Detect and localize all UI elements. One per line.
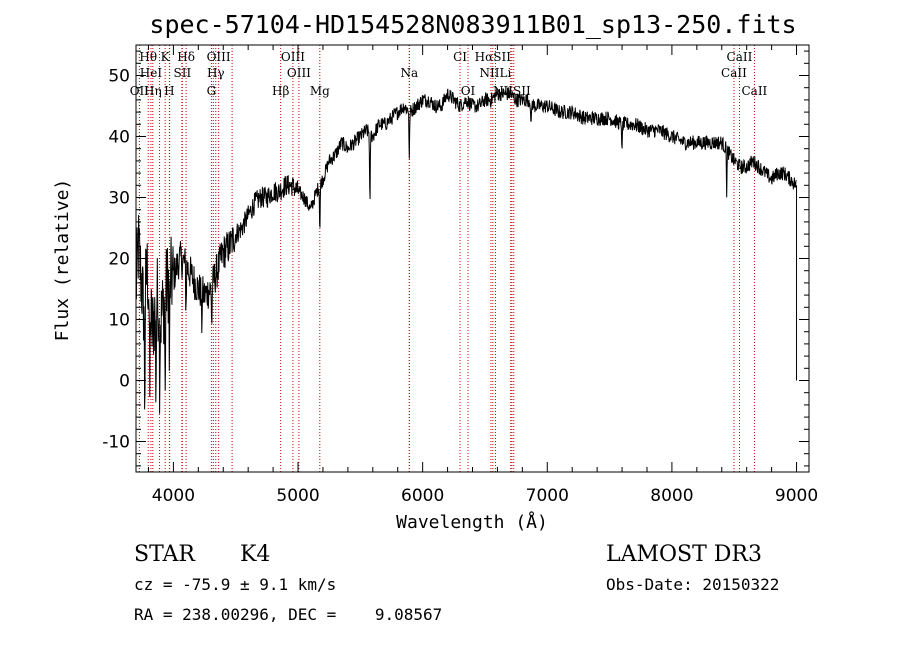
spectral-line-label: Hη — [144, 84, 162, 98]
spectral-line-label: Hθ — [139, 50, 157, 64]
spectral-line-label: OIII — [207, 50, 231, 64]
spectral-line-label: OIII — [287, 66, 311, 80]
spectral-line-label: OIII — [281, 50, 305, 64]
spectral-line-label: Hβ — [272, 84, 289, 98]
spectral-line-markers — [138, 45, 755, 472]
x-tick-label: 7000 — [526, 486, 569, 506]
spectral-line-label: OII — [130, 84, 150, 98]
spectral-line-label: CaII — [727, 50, 753, 64]
x-tick-label: 6000 — [401, 486, 444, 506]
spectral-line-label: NIISII — [493, 84, 531, 98]
spectral-line-label: Hγ — [207, 66, 225, 80]
spectral-line-label: CaII — [721, 66, 747, 80]
spectral-line-label: SII — [174, 66, 192, 80]
spectral-line-label: CI — [453, 50, 467, 64]
spectral-line-label: H — [164, 84, 174, 98]
spectral-line-label: Na — [400, 66, 418, 80]
x-axis-label: Wavelength (Å) — [396, 511, 548, 533]
spectral-line-label: CaII — [741, 84, 767, 98]
spectral-line-label: G — [207, 84, 217, 98]
spectrum-series — [135, 87, 798, 414]
spectral-line-label: NIILi — [480, 66, 512, 80]
y-tick-label: 40 — [108, 128, 130, 148]
info-panel: STAR K4 LAMOST DR3 cz = -75.9 ± 9.1 km/s… — [134, 542, 779, 624]
y-tick-label: 20 — [108, 250, 130, 270]
spectral-line-label: HαSII — [475, 50, 512, 64]
y-axis-label: Flux (relative) — [52, 179, 73, 342]
object-class: STAR — [134, 542, 196, 567]
y-tick-label: -10 — [102, 433, 130, 453]
y-tick-label: 30 — [108, 189, 130, 209]
spectrum-line — [135, 87, 797, 414]
plot-frame — [135, 44, 810, 473]
redshift-cz: cz = -75.9 ± 9.1 km/s — [134, 575, 336, 594]
chart-title: spec-57104-HD154528N083911B01_sp13-250.f… — [149, 10, 796, 39]
object-subclass: K4 — [240, 542, 270, 567]
spectral-line-label: Hδ — [177, 50, 195, 64]
spectral-line-label: OI — [461, 84, 476, 98]
spectral-line-label: K — [161, 50, 171, 64]
spectral-line-label: Mg — [310, 84, 330, 98]
y-tick-label: 0 — [119, 372, 130, 392]
spectral-line-labels: Hθ K Hδ OIII OIII CI HαSII CaII HeI SII Hγ OIII Na NI… — [130, 50, 768, 98]
x-tick-label: 4000 — [152, 486, 195, 506]
plot-border — [135, 44, 810, 473]
x-tick-label: 8000 — [650, 486, 693, 506]
survey-name: LAMOST DR3 — [606, 542, 762, 567]
y-tick-label: 10 — [108, 311, 130, 331]
x-tick-label: 9000 — [775, 486, 818, 506]
observation-date: Obs-Date: 20150322 — [606, 575, 779, 594]
y-tick-label: 50 — [108, 67, 130, 87]
axis-ticks: 4000 5000 6000 7000 8000 9000 -10 0 10 20 30 40 50 — [102, 45, 818, 506]
spectral-line-label: HeI — [140, 66, 163, 80]
x-tick-label: 5000 — [276, 486, 319, 506]
coordinates: RA = 238.00296, DEC = 9.08567 — [134, 605, 442, 624]
